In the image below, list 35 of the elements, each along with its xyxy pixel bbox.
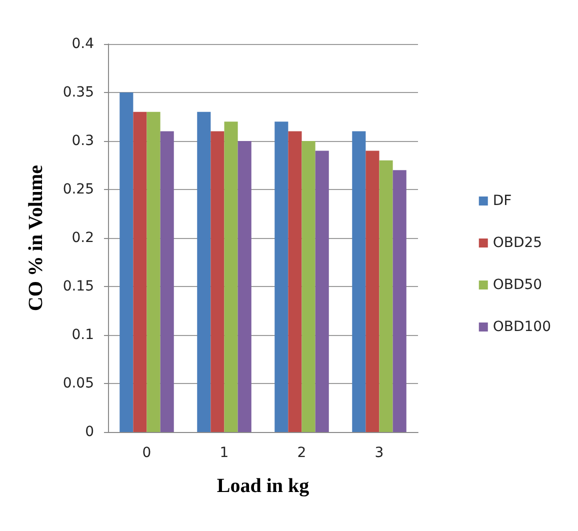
- bar: [120, 92, 134, 432]
- bar: [133, 112, 147, 432]
- bar: [160, 131, 174, 432]
- y-tick-label: 0.05: [62, 376, 94, 392]
- y-tick-label: 0.4: [72, 36, 94, 52]
- bar: [146, 112, 160, 432]
- bar: [302, 141, 316, 432]
- x-tick-label: 3: [374, 445, 384, 461]
- legend-label: OBD50: [492, 277, 542, 293]
- bar: [288, 131, 302, 432]
- bar: [352, 131, 366, 432]
- y-tick-label: 0.2: [72, 230, 94, 246]
- legend-label: OBD100: [492, 319, 552, 335]
- y-tick-label: 0.15: [62, 278, 94, 294]
- bar: [366, 150, 380, 432]
- legend-label: OBD25: [492, 235, 542, 251]
- y-tick-label: 0.35: [62, 84, 94, 100]
- x-axis-title: Load in kg: [216, 475, 310, 497]
- bar: [274, 122, 288, 432]
- bar: [315, 150, 329, 432]
- bar: [392, 170, 406, 432]
- x-tick-label: 1: [220, 445, 229, 461]
- legend-label: DF: [492, 193, 512, 209]
- x-tick-label: 2: [297, 445, 306, 461]
- y-axis-title: CO % in Volume: [25, 164, 47, 312]
- bar: [197, 112, 211, 432]
- y-tick-label: 0: [85, 424, 94, 440]
- x-tick-label: 0: [142, 445, 152, 461]
- bar: [210, 131, 224, 432]
- y-tick-label: 0.25: [62, 182, 94, 198]
- y-tick-label: 0.1: [72, 327, 94, 343]
- bar: [238, 141, 252, 432]
- bar: [224, 122, 238, 432]
- bar: [379, 160, 393, 432]
- y-tick-label: 0.3: [72, 133, 94, 149]
